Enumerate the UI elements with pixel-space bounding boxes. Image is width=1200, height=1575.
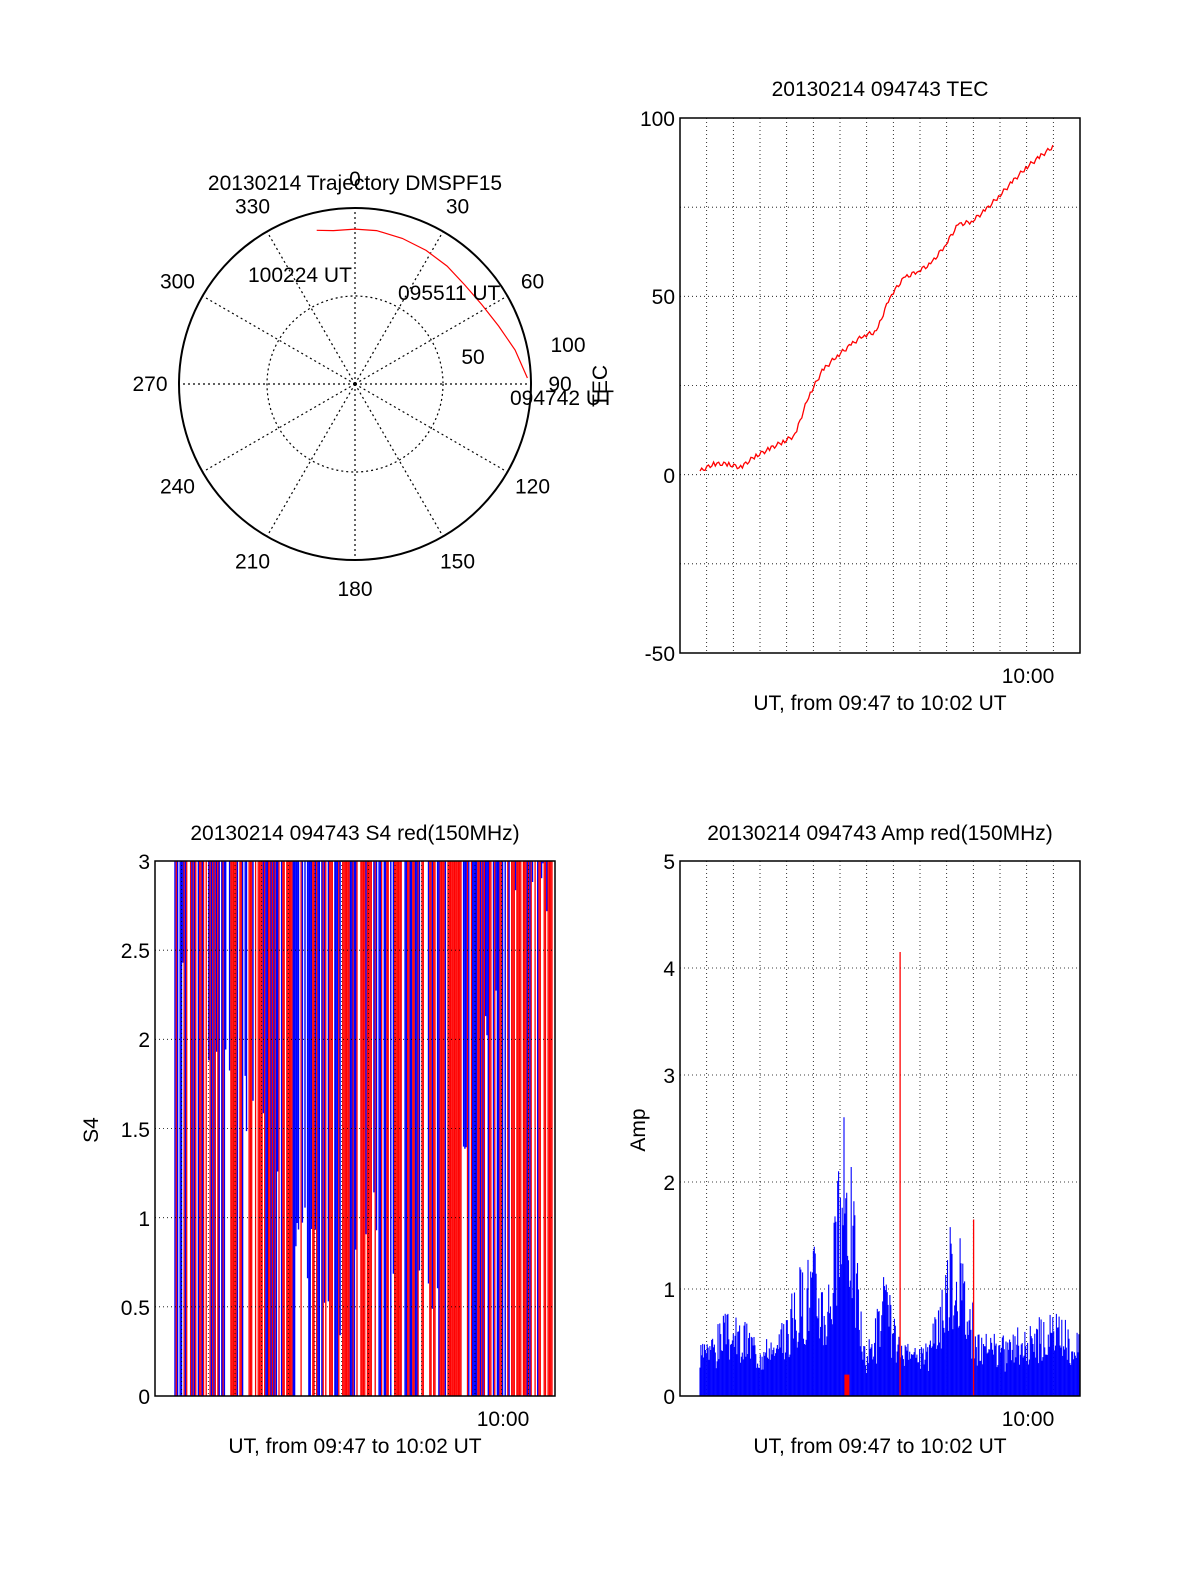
- polar-spokes: [179, 208, 531, 560]
- polar-azimuth-label: 30: [446, 195, 469, 218]
- tec-xtick-1000: 10:00: [1002, 665, 1055, 688]
- polar-spoke: [202, 383, 356, 473]
- tec-ytick-100: 100: [640, 108, 675, 131]
- s4-grid: [155, 861, 555, 1396]
- s4-ytick-0-5: 0.5: [121, 1297, 150, 1320]
- s4-ytick-1-5: 1.5: [121, 1119, 150, 1142]
- tec-ytick-50: 50: [652, 286, 675, 309]
- polar-azimuth-labels: 0 30 60 90 120 150 180 210 240 270 300 330: [132, 168, 571, 601]
- s4-ylabel: S4: [80, 1117, 103, 1143]
- polar-annotation-end: 094742 UT: [510, 387, 614, 410]
- polar-radial-tick-50: 50: [461, 346, 484, 369]
- polar-annotation-start: 100224 UT: [248, 264, 352, 287]
- polar-annotation-mid: 095511 UT: [398, 282, 501, 305]
- polar-azimuth-label: 240: [160, 476, 195, 499]
- polar-azimuth-label: 300: [160, 271, 195, 294]
- polar-spoke: [354, 231, 444, 385]
- tec-ytick-0: 0: [663, 465, 675, 488]
- polar-azimuth-label: 210: [235, 551, 270, 574]
- polar-plot: 20130214 Trajectory DMSPF15 0 30 60 90 120 15…: [132, 168, 614, 601]
- polar-spoke: [354, 383, 444, 537]
- amp-title: 20130214 094743 Amp red(150MHz): [707, 822, 1053, 845]
- tec-title: 20130214 094743 TEC: [772, 78, 989, 101]
- polar-spoke: [266, 231, 356, 385]
- s4-plot: 20130214 094743 S4 red(150MHz) 3 2.5 2 1…: [80, 822, 556, 1458]
- polar-trajectory-line: [316, 228, 528, 379]
- polar-radial-tick-100: 100: [550, 334, 585, 357]
- s4-ytick-3: 3: [138, 851, 150, 874]
- s4-ytick-2-5: 2.5: [121, 940, 150, 963]
- tec-xlabel: UT, from 09:47 to 10:02 UT: [753, 692, 1006, 715]
- amp-plot: 20130214 094743 Amp red(150MHz) 5 4 3 2 …: [627, 822, 1081, 1458]
- polar-inner-ring: [266, 295, 444, 473]
- s4-frame: [154, 860, 556, 1397]
- polar-azimuth-label: 150: [440, 551, 475, 574]
- amp-ytick-1: 1: [663, 1279, 675, 1302]
- amp-ytick-5: 5: [663, 851, 675, 874]
- s4-ytick-0: 0: [138, 1386, 150, 1409]
- s4-title: 20130214 094743 S4 red(150MHz): [190, 822, 519, 845]
- amp-frame: [679, 860, 1081, 1397]
- s4-xlabel: UT, from 09:47 to 10:02 UT: [228, 1435, 481, 1458]
- tec-ytick-minus50: -50: [645, 643, 675, 666]
- tec-grid: [680, 118, 1080, 653]
- polar-spoke: [354, 295, 508, 385]
- polar-spoke: [266, 383, 356, 537]
- tec-plot: 20130214 094743 TEC 100 50 0 -50 10:00 U…: [640, 78, 1081, 715]
- amp-ytick-2: 2: [663, 1172, 675, 1195]
- amp-xlabel: UT, from 09:47 to 10:02 UT: [753, 1435, 1006, 1458]
- polar-spoke: [202, 295, 356, 385]
- polar-spoke: [354, 383, 508, 473]
- s4-xtick-1000: 10:00: [477, 1408, 530, 1431]
- tec-series-line: [699, 144, 1054, 472]
- amp-ytick-3: 3: [663, 1065, 675, 1088]
- s4-ytick-2: 2: [138, 1029, 150, 1052]
- amp-ylabel: Amp: [627, 1108, 650, 1151]
- polar-radial-label: TEC: [589, 365, 612, 407]
- s4-ytick-1: 1: [138, 1208, 150, 1231]
- polar-azimuth-label: 0: [349, 168, 361, 191]
- polar-azimuth-label: 180: [337, 578, 372, 601]
- polar-azimuth-label: 330: [235, 195, 270, 218]
- amp-ytick-0: 0: [663, 1386, 675, 1409]
- amp-grid: [680, 861, 1080, 1396]
- polar-azimuth-label: 60: [521, 271, 544, 294]
- tec-frame: [679, 117, 1081, 654]
- amp-xtick-1000: 10:00: [1002, 1408, 1055, 1431]
- polar-azimuth-label: 270: [132, 373, 167, 396]
- amp-bars: [699, 952, 1081, 1396]
- polar-azimuth-label: 120: [515, 476, 550, 499]
- amp-ytick-4: 4: [663, 958, 675, 981]
- polar-azimuth-label: 90: [548, 373, 571, 396]
- polar-title: 20130214 Trajectory DMSPF15: [208, 172, 502, 195]
